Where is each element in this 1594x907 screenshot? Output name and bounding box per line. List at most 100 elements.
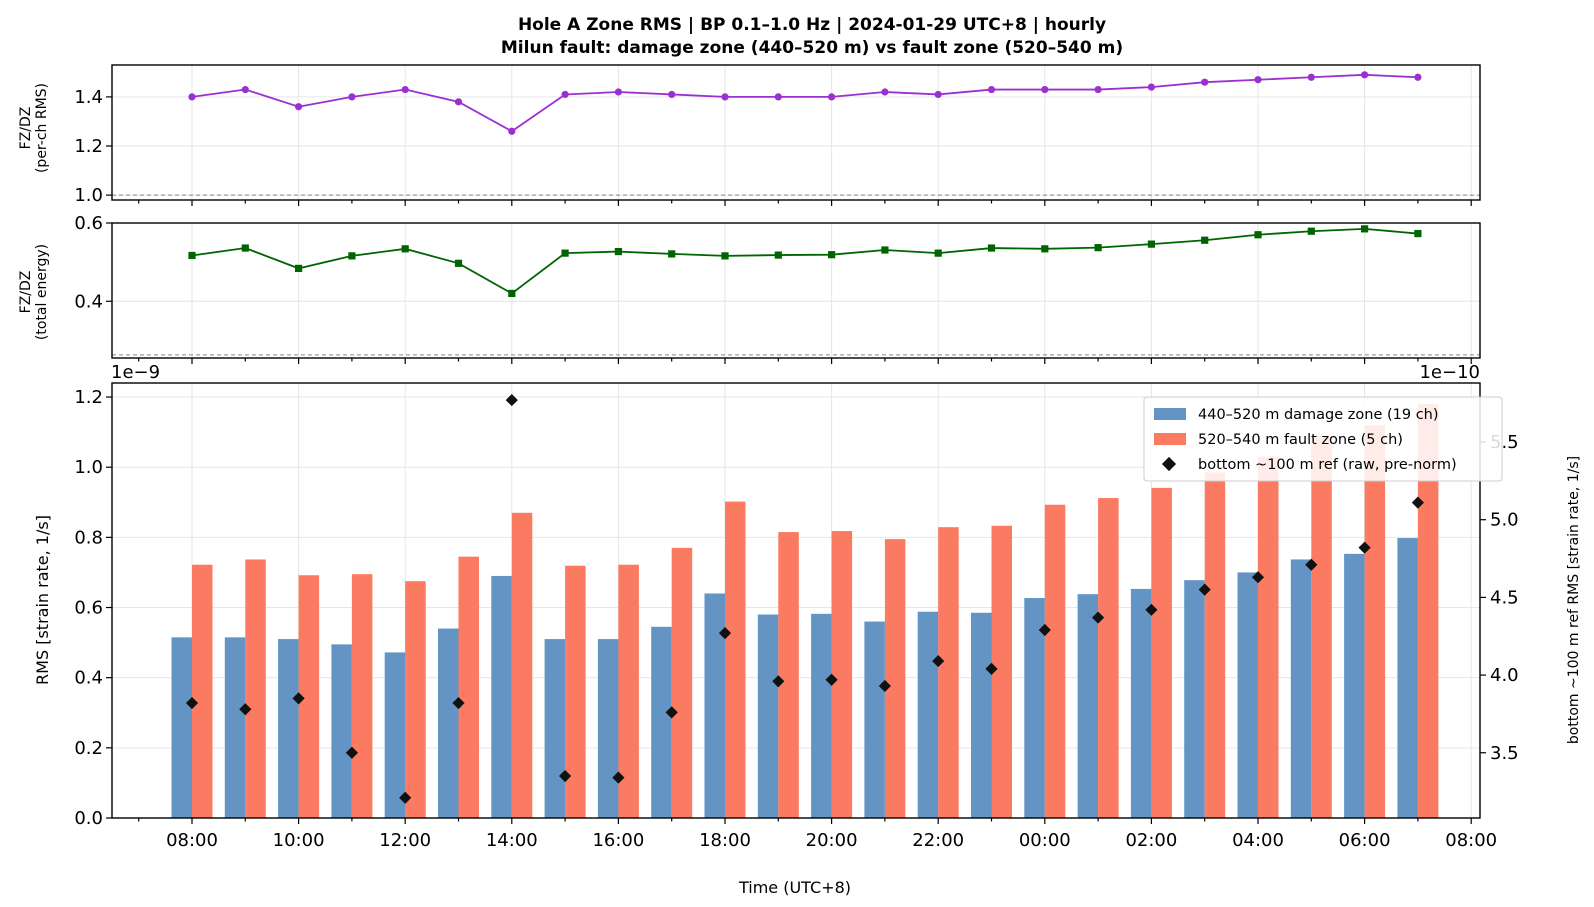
damage-zone-bar-19	[1184, 580, 1205, 818]
chart-title-line2: Milun fault: damage zone (440–520 m) vs …	[501, 38, 1123, 58]
panel2-point-7	[561, 249, 569, 257]
legend-label-fault-zone: 520–540 m fault zone (5 ch)	[1198, 432, 1403, 448]
fault-zone-bar-15	[991, 525, 1012, 818]
damage-zone-bar-6	[491, 575, 512, 818]
fault-zone-bar-6	[511, 512, 533, 818]
panel1-point-2	[295, 103, 303, 111]
panel2-point-23	[1414, 229, 1422, 238]
panel2-point-2	[295, 264, 303, 272]
panel1-point-20	[1254, 76, 1262, 84]
panel2-ytick-label-1: 0.6	[74, 213, 103, 234]
panel3-ytick-label-4: 0.8	[74, 527, 103, 548]
offset-text-left: 1e−9	[111, 362, 160, 383]
panel3-xtick-label-5: 18:00	[699, 830, 751, 851]
fault-zone-bar-8	[618, 564, 639, 818]
panel2-point-3	[348, 252, 356, 260]
panel2-point-18	[1147, 240, 1155, 248]
panel1-point-23	[1414, 73, 1422, 81]
panel1-point-3	[348, 93, 356, 101]
panel1-ytick-label-1: 1.2	[74, 136, 103, 157]
panel2-series-line	[191, 227, 1418, 295]
damage-zone-bar-4	[384, 652, 406, 818]
fault-zone-bar-0	[192, 564, 213, 818]
panel1-point-12	[828, 93, 836, 101]
panel1-point-1	[241, 85, 249, 94]
panel3-xtick-label-8: 00:00	[1019, 830, 1071, 851]
panel3-ytick-label-5: 1.0	[74, 457, 103, 478]
damage-zone-bar-1	[224, 637, 246, 818]
panel2-point-6	[508, 289, 516, 298]
panel3-frame	[111, 382, 1481, 819]
panel3-xtick-label-2: 12:00	[379, 830, 431, 851]
damage-zone-bar-20	[1237, 572, 1258, 818]
bottom-ylabel-right: bottom ~100 m ref RMS [strain rate, 1/s]	[1566, 456, 1582, 744]
fault-zone-bar-16	[1044, 504, 1066, 818]
legend-label-damage-zone: 440–520 m damage zone (19 ch)	[1198, 407, 1439, 423]
fault-zone-bar-17	[1098, 498, 1119, 818]
panel3-ytick-right-label-0: 3.5	[1490, 743, 1519, 764]
damage-zone-bar-16	[1024, 598, 1045, 818]
panel3-ytick-label-6: 1.2	[74, 387, 103, 408]
reference-point-21	[1305, 558, 1318, 571]
panel2-point-0	[188, 251, 196, 260]
damage-zone-bar-0	[171, 637, 192, 818]
damage-zone-bar-17	[1077, 594, 1099, 818]
panel2-point-13	[881, 246, 889, 254]
panel1-point-13	[881, 88, 889, 96]
bottom-xlabel: Time (UTC+8)	[738, 878, 851, 897]
panel3-xtick-label-3: 14:00	[486, 830, 538, 851]
panel1-point-4	[401, 85, 409, 94]
panel1-frame	[111, 64, 1481, 201]
panel3-xtick-label-10: 04:00	[1232, 830, 1284, 851]
reference-point-16	[1038, 623, 1051, 637]
fault-zone-bar-18	[1151, 487, 1172, 818]
panel3-xtick-label-7: 22:00	[912, 830, 964, 851]
reference-point-13	[878, 679, 891, 693]
damage-zone-bar-23	[1397, 538, 1418, 818]
panel2-point-11	[774, 251, 782, 259]
panel2-ylabel: FZ/DZ (total energy)	[18, 244, 50, 340]
panel2-point-17	[1094, 244, 1102, 252]
fault-zone-bar-13	[884, 539, 906, 818]
legend-swatch-reference	[1161, 456, 1177, 472]
panel1-point-21	[1307, 73, 1315, 81]
fault-zone-bar-9	[671, 547, 693, 818]
panel2-point-12	[828, 251, 836, 259]
reference-point-8	[612, 771, 625, 784]
legend-box	[1143, 396, 1503, 482]
panel1-point-18	[1147, 83, 1155, 91]
fault-zone-bar-14	[938, 527, 959, 818]
fault-zone-bar-2	[298, 575, 320, 818]
damage-zone-bar-13	[864, 621, 885, 818]
damage-zone-bar-21	[1290, 559, 1312, 818]
panel1-point-8	[614, 88, 623, 96]
fault-zone-bar-20	[1258, 456, 1279, 818]
fault-zone-bar-23	[1417, 404, 1439, 818]
panel2-point-20	[1254, 231, 1262, 239]
panel2-ylabel-line1: FZ/DZ	[18, 271, 34, 314]
fault-zone-bar-4	[405, 581, 426, 818]
damage-zone-bar-7	[544, 639, 566, 818]
panel2-point-4	[401, 245, 409, 253]
damage-zone-bar-2	[278, 639, 299, 818]
panel2-point-16	[1041, 245, 1049, 253]
panel2-point-9	[668, 250, 676, 258]
panel3-xtick-label-6: 20:00	[806, 830, 858, 851]
panel3-xtick-label-4: 16:00	[592, 830, 644, 851]
panel1-point-17	[1094, 85, 1102, 94]
panel2-ylabel-line2: (total energy)	[34, 244, 50, 340]
fault-zone-bar-10	[725, 501, 746, 818]
panel1-ytick-label-0: 1.0	[74, 185, 103, 206]
panel1-point-15	[987, 85, 996, 94]
damage-zone-bar-5	[438, 628, 459, 818]
fault-zone-bar-22	[1364, 425, 1386, 818]
legend-swatch-fault-zone	[1154, 433, 1186, 445]
damage-zone-bar-10	[704, 593, 725, 818]
fault-zone-bar-21	[1311, 435, 1332, 818]
fault-zone-bar-19	[1204, 472, 1226, 818]
panel2-point-22	[1361, 225, 1369, 233]
fault-zone-bar-7	[565, 565, 586, 818]
damage-zone-bar-3	[331, 644, 352, 818]
panel1-point-10	[721, 93, 729, 101]
